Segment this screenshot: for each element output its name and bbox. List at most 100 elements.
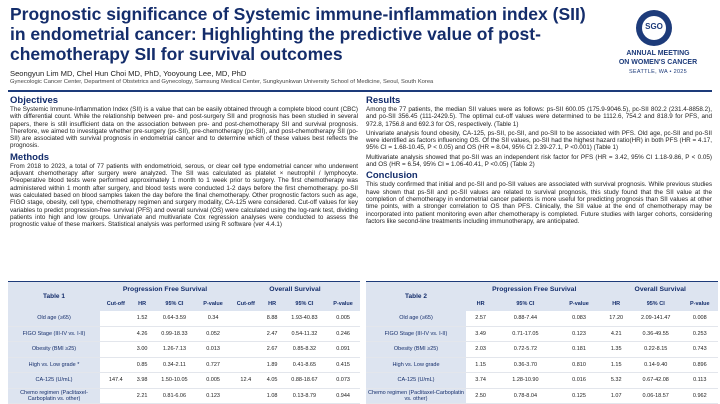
table-cell: 0.253 [692, 330, 707, 337]
table-row: High vs. Low grade * 0.85 0.34-2.11 0.727 1.… [8, 357, 360, 373]
table-cell: 8.88 [266, 315, 278, 322]
table-2-pfs-header: Progression Free Survival [466, 282, 603, 297]
table-cell: 0.22-8.15 [644, 346, 668, 353]
table-cell: 3.00 [136, 346, 148, 353]
table-cell: 1.08 [266, 392, 278, 399]
table-2-label: Table 2 [366, 282, 466, 311]
table-cell: 147.4 [108, 377, 123, 384]
table-cell: 0.008 [692, 315, 707, 322]
results-para-2: Univariate analysis found obesity, CA-12… [366, 129, 712, 152]
table-cell [230, 342, 262, 358]
table-cell: 4.21 [610, 330, 622, 337]
table-cell: 0.125 [572, 392, 586, 399]
authors: Seongyun Lim MD, Chel Hun Choi MD, PhD, … [10, 69, 247, 78]
logo-ring-icon [636, 10, 672, 46]
table-row: CA-125 (U/mL) 3.74 1.28-10.90 0.016 5.32 0.67… [366, 372, 718, 388]
table-cell: 0.091 [336, 346, 350, 353]
table-1: Table 1 Progression Free Survival Overal… [8, 281, 360, 404]
table-cell: 0.85-8.32 [292, 346, 317, 353]
table1-col-header: HR [261, 296, 283, 311]
table-cell: 2.21 [136, 392, 148, 399]
table-cell: 2.47 [266, 330, 278, 337]
table-cell: 1.15 [610, 361, 622, 368]
table-cell: 0.85 [136, 361, 148, 368]
table-cell: 0.78-8.04 [513, 392, 538, 399]
results-heading: Results [366, 95, 401, 106]
row-label: Chemo regimen (Paclitaxel-Carboplatin vs… [366, 388, 466, 404]
poster-title: Prognostic significance of Systemic immu… [10, 4, 586, 64]
table-cell: 2.50 [475, 392, 486, 399]
header-divider [8, 90, 712, 92]
methods-heading: Methods [10, 151, 50, 163]
table-row: Obesity (BMI ≥25) 3.00 1.26-7.13 0.013 2.67 0… [8, 341, 360, 358]
table2-col-header: 95% CI [495, 296, 556, 311]
table-cell: 0.944 [336, 392, 350, 399]
row-label: Old age (≥65) [366, 311, 466, 326]
table-cell: 1.52 [136, 315, 148, 322]
table-cell: 0.67-42.08 [642, 377, 669, 384]
table-cell: 0.36-49.55 [642, 330, 669, 337]
table-cell: 0.181 [572, 346, 586, 353]
logo-abbr: SGO [645, 22, 663, 31]
table-cell: 0.016 [572, 377, 586, 384]
logo-line3: SEATTLE, WA • 2025 [628, 69, 688, 75]
table-cell: 0.743 [692, 346, 707, 353]
table-cell: 0.99-18.33 [161, 330, 188, 337]
table-cell [100, 357, 132, 373]
table-cell: 0.005 [336, 315, 350, 322]
row-label: Obesity (BMI ≥25) [8, 341, 100, 357]
objectives-heading: Objectives [10, 95, 59, 106]
right-column: Results Among the 77 patients, the media… [366, 95, 712, 227]
table-cell [230, 311, 262, 326]
table-cell: 1.89 [266, 361, 278, 368]
table-row: Chemo regimen (Paclitaxel-Carboplatin vs… [366, 388, 718, 404]
table-cell: 1.50-10.05 [161, 377, 188, 384]
table-cell: 0.71-17.05 [512, 330, 539, 337]
table-cell: 1.26-7.13 [162, 346, 187, 353]
table-cell: 3.74 [475, 377, 486, 384]
logo-line1: ANNUAL MEETING [626, 50, 690, 57]
table-cell: 0.34-2.11 [163, 361, 186, 368]
table-cell [100, 342, 132, 358]
table-row: FIGO Stage (III-IV vs. I-II) 3.49 0.71-17.… [366, 326, 718, 342]
table1-col-header: P-value [196, 296, 230, 311]
table2-col-header: P-value [555, 296, 603, 311]
row-label: High vs. Low grade [366, 357, 466, 373]
table-cell: 1.93-40.83 [291, 315, 318, 322]
table-cell: 5.32 [610, 377, 622, 384]
table-cell: 0.64-3.59 [162, 315, 187, 322]
table-cell: 12.4 [240, 377, 252, 384]
table-cell: 0.052 [206, 330, 220, 337]
table-cell: 0.810 [572, 361, 586, 368]
table-row: Chemo regimen (Paclitaxel-Carboplatin vs… [8, 388, 360, 404]
table-row: CA-125 (U/mL) 147.4 3.98 1.50-10.05 0.005 12.… [8, 372, 360, 388]
table-1-pfs-header: Progression Free Survival [100, 282, 230, 297]
row-label: CA-125 (U/mL) [366, 372, 466, 388]
table1-col-header: Cut-off [100, 296, 132, 311]
table2-col-header: HR [466, 296, 496, 311]
table-cell: 2.57 [475, 315, 486, 322]
table-cell: 0.113 [693, 377, 707, 384]
table-cell: 0.72-5.72 [513, 346, 538, 353]
row-label: Obesity (BMI ≥25) [366, 341, 466, 357]
methods-text: From 2018 to 2023, a total of 77 patient… [10, 162, 358, 229]
table-cell: 0.727 [206, 361, 220, 368]
table-cell: 0.123 [206, 392, 220, 399]
table-cell: 0.36-3.70 [513, 361, 538, 368]
table-cell: 1.15 [475, 361, 486, 368]
objectives-text: The Systemic Immune-Inflammation Index (… [10, 106, 358, 150]
table1-col-header: 95% CI [152, 296, 197, 311]
table2-col-header: HR [602, 296, 630, 311]
table-row: Old age (≥65) 1.52 0.64-3.59 0.34 8.88 1.93-4… [8, 311, 360, 326]
table-row: FIGO Stage (III-IV vs. I-II) 4.26 0.99-18.… [8, 326, 360, 342]
table-cell: 2.67 [266, 346, 278, 353]
table-cell [100, 326, 132, 342]
row-label: High vs. Low grade * [8, 357, 100, 373]
table-cell: 0.34 [207, 315, 219, 322]
table-2-os-header: Overall Survival [602, 282, 718, 297]
table-cell: 17.20 [609, 315, 624, 322]
table-cell: 0.005 [206, 377, 220, 384]
conclusion-text: This study confirmed that initial and pc… [366, 181, 712, 225]
table-cell: 1.28-10.90 [512, 377, 539, 384]
conclusion-heading: Conclusion [366, 170, 418, 182]
